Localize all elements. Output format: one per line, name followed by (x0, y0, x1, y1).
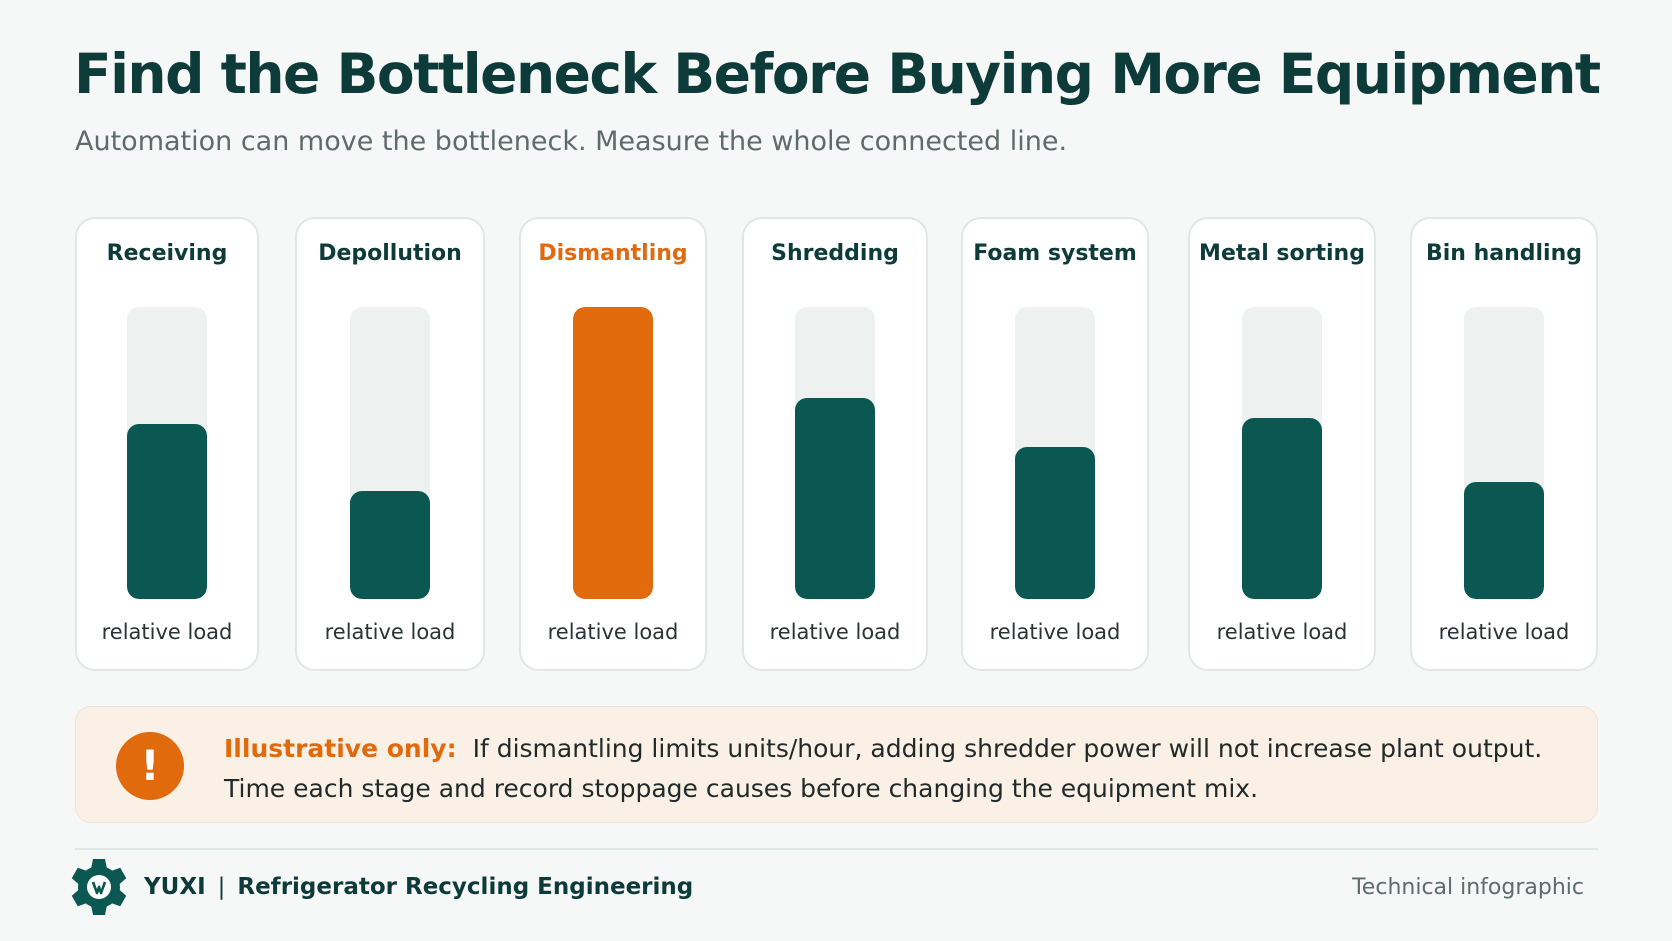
gear-logo-icon (71, 859, 127, 915)
stage-label: Dismantling (538, 241, 688, 266)
page-title: Find the Bottleneck Before Buying More E… (74, 42, 1601, 106)
load-bar (1464, 482, 1544, 599)
load-bar-track (795, 307, 875, 599)
bar-caption: relative load (1216, 620, 1348, 644)
footer-brand: YUXI | Refrigerator Recycling Engineering (144, 874, 693, 900)
brand-tagline: Refrigerator Recycling Engineering (237, 874, 694, 900)
load-bar (795, 397, 875, 599)
stage-card: Receiving relative load (75, 217, 259, 671)
brand-separator: | (217, 874, 226, 900)
bar-caption: relative load (989, 620, 1121, 644)
stage-label: Bin handling (1425, 241, 1583, 266)
load-bar (350, 490, 430, 599)
bar-caption: relative load (547, 620, 679, 644)
brand-name: YUXI (144, 874, 206, 900)
stage-label: Receiving (106, 241, 228, 266)
stage-label: Depollution (318, 241, 462, 266)
load-bar (127, 423, 207, 599)
load-bar (1242, 417, 1322, 599)
bar-caption: relative load (769, 620, 901, 644)
stage-card: Foam system relative load (961, 217, 1149, 671)
bar-caption: relative load (101, 620, 233, 644)
stage-load-chart: Receiving relative load Depollution relativ… (75, 217, 1598, 671)
exclamation-icon: ! (116, 732, 184, 800)
load-bar-track (350, 307, 430, 599)
stage-card: Bin handling relative load (1410, 217, 1598, 671)
bar-caption: relative load (1438, 620, 1570, 644)
footer-divider (75, 848, 1598, 850)
stage-label: Foam system (973, 241, 1137, 266)
note-line-1: Illustrative only: If dismantling limits … (224, 734, 1542, 763)
load-bar-track (1015, 307, 1095, 599)
load-bar (1015, 447, 1095, 599)
stage-card: Depollution relative load (295, 217, 485, 671)
note-line-2: Time each stage and record stoppage caus… (224, 774, 1259, 803)
stage-label: Metal sorting (1199, 241, 1365, 266)
note-label: Illustrative only: (224, 734, 457, 763)
page-subtitle: Automation can move the bottleneck. Meas… (75, 126, 1068, 157)
bar-caption: relative load (324, 620, 456, 644)
note-text-1: If dismantling limits units/hour, adding… (472, 734, 1543, 763)
load-bar-track (1464, 307, 1544, 599)
callout-note: ! Illustrative only: If dismantling limit… (75, 706, 1598, 823)
stage-card: Dismantling relative load (519, 217, 707, 671)
load-bar-track (573, 307, 653, 599)
load-bar (573, 307, 653, 599)
footer-label: Technical infographic (1352, 875, 1584, 900)
load-bar-track (127, 307, 207, 599)
load-bar-track (1242, 307, 1322, 599)
stage-card: Metal sorting relative load (1188, 217, 1376, 671)
stage-label: Shredding (771, 241, 899, 266)
stage-card: Shredding relative load (742, 217, 928, 671)
